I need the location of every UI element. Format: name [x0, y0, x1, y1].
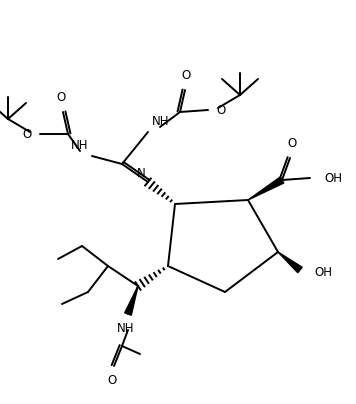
Text: O: O: [23, 128, 32, 141]
Text: NH: NH: [117, 322, 135, 335]
Text: OH: OH: [314, 265, 332, 278]
Text: N: N: [137, 167, 146, 180]
Text: O: O: [287, 137, 297, 150]
Text: NH: NH: [70, 139, 88, 152]
Text: O: O: [56, 91, 66, 104]
Text: O: O: [216, 103, 225, 116]
Text: O: O: [181, 69, 190, 82]
Polygon shape: [278, 252, 302, 273]
Polygon shape: [125, 286, 138, 315]
Text: NH: NH: [152, 115, 169, 128]
Polygon shape: [248, 177, 284, 200]
Text: O: O: [108, 374, 117, 387]
Text: OH: OH: [324, 172, 342, 185]
